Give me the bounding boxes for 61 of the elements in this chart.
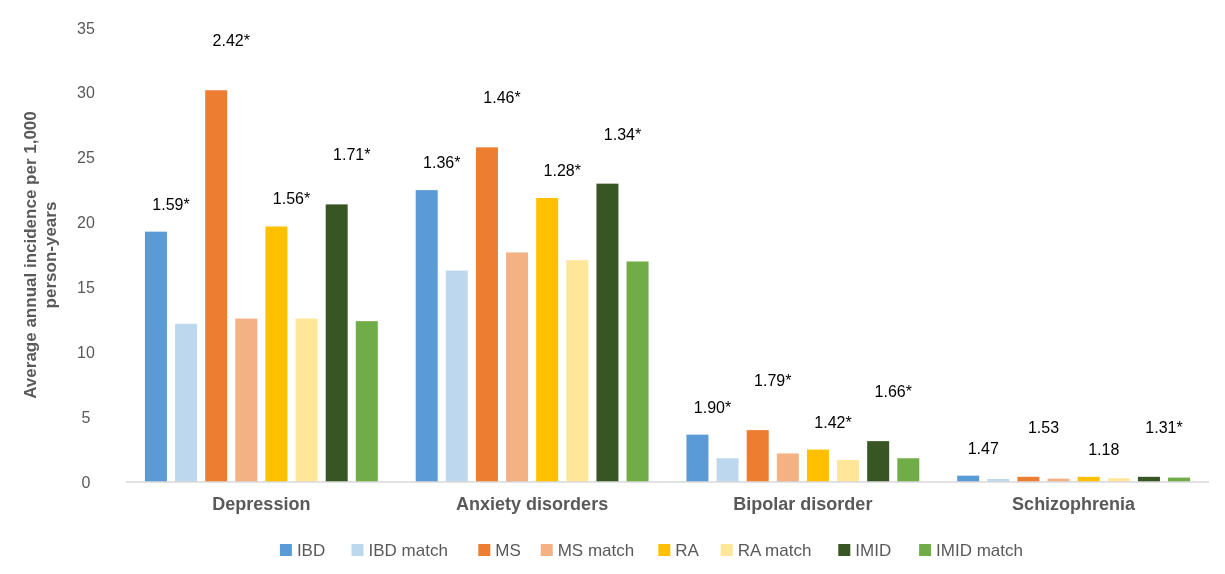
annotation: 1.53 <box>1027 418 1060 436</box>
x-tick-label: Bipolar disorder <box>733 494 873 514</box>
bar <box>566 260 589 482</box>
bar <box>265 226 288 482</box>
bar <box>806 449 829 482</box>
x-tick-label: Schizophrenia <box>1012 494 1137 514</box>
bar <box>716 458 739 482</box>
bar <box>205 90 228 482</box>
annotation: 1.46* <box>483 89 521 107</box>
bar <box>415 190 438 482</box>
bar <box>295 318 318 482</box>
annotation: 1.47 <box>967 439 999 457</box>
bar <box>144 231 167 482</box>
annotation: 1.36* <box>423 154 461 172</box>
x-tick-label: Depression <box>212 494 311 514</box>
y-tick-label: 0 <box>81 473 91 491</box>
annotation: 1.66* <box>874 383 912 401</box>
y-tick-label: 30 <box>77 84 95 102</box>
bar <box>867 441 890 482</box>
y-tick-label: 25 <box>77 149 95 167</box>
bar <box>536 197 559 482</box>
annotation: 1.71* <box>333 146 371 164</box>
y-tick-label: 20 <box>77 214 95 232</box>
annotation: 1.34* <box>603 125 642 143</box>
legend-label: IMID <box>855 540 892 560</box>
legend-label: MS <box>495 540 521 560</box>
y-axis-title: Average annual incidence per 1,000 person-years <box>21 111 61 399</box>
y-tick-label: 15 <box>77 279 95 297</box>
bar <box>596 183 619 482</box>
y-tick-label: 35 <box>77 19 95 37</box>
annotation: 1.31* <box>1145 418 1183 436</box>
bar <box>325 204 348 482</box>
annotation: 1.28* <box>543 161 581 179</box>
bar <box>746 430 769 482</box>
bar <box>686 434 709 482</box>
bar <box>235 318 258 482</box>
annotation: 1.79* <box>754 372 792 390</box>
legend-label: MS match <box>557 540 635 560</box>
legend-label: IBD <box>296 540 326 560</box>
annotation: 1.59* <box>152 195 190 213</box>
bar <box>626 261 649 482</box>
bar <box>837 459 860 482</box>
bar <box>355 321 378 482</box>
legend-label: RA <box>675 540 700 560</box>
bar <box>475 147 498 482</box>
bar <box>445 270 468 482</box>
legend-label: RA match <box>737 540 812 560</box>
bar <box>175 323 198 482</box>
y-tick-label: 10 <box>77 343 95 361</box>
legend-label: IMID match <box>936 540 1024 560</box>
x-tick-label: Anxiety disorders <box>456 494 609 514</box>
bar <box>506 252 529 482</box>
annotation: 1.90* <box>693 398 732 416</box>
y-tick-label: 5 <box>81 408 91 426</box>
annotation: 1.18 <box>1088 440 1120 458</box>
annotation: 1.42* <box>814 413 852 431</box>
annotation: 1.56* <box>272 190 311 208</box>
bar <box>776 453 799 482</box>
bar <box>897 458 920 482</box>
legend-label: IBD match <box>368 540 448 560</box>
annotation: 2.42* <box>212 32 250 50</box>
